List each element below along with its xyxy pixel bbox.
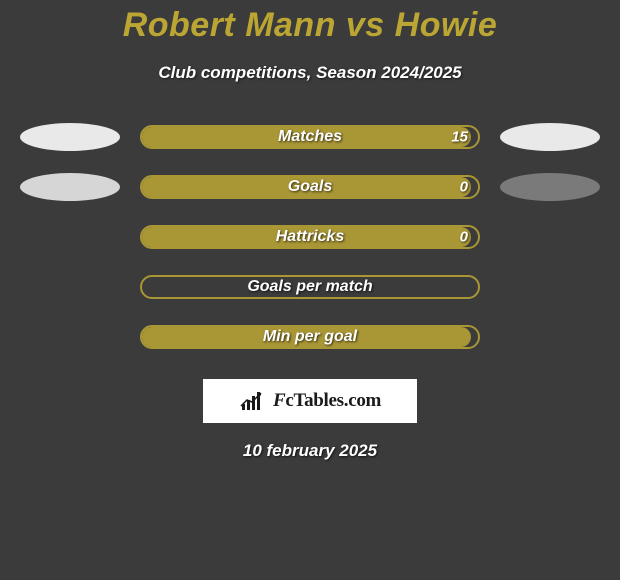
stat-bar: Goals per match xyxy=(140,275,480,299)
stat-row: Min per goal xyxy=(15,323,605,351)
comparison-infographic: Robert Mann vs Howie Club competitions, … xyxy=(0,0,620,580)
stat-row: Goals 0 xyxy=(15,173,605,201)
page-title: Robert Mann vs Howie xyxy=(0,0,620,45)
stat-label: Matches xyxy=(278,128,342,146)
left-marker-ellipse xyxy=(20,173,120,201)
stat-row: Hattricks 0 xyxy=(15,223,605,251)
logo-text-rest: cTables.com xyxy=(285,390,381,411)
stat-label: Goals per match xyxy=(247,278,372,296)
stat-bar: Goals 0 xyxy=(140,175,480,199)
right-marker-ellipse xyxy=(500,123,600,151)
stat-label: Min per goal xyxy=(263,328,357,346)
stat-value: 15 xyxy=(451,129,468,146)
left-marker-ellipse xyxy=(20,123,120,151)
stat-value: 0 xyxy=(460,229,468,246)
right-marker-ellipse xyxy=(500,173,600,201)
stat-bar: Min per goal xyxy=(140,325,480,349)
stat-bar: Matches 15 xyxy=(140,125,480,149)
stat-row: Goals per match xyxy=(15,273,605,301)
barchart-icon xyxy=(239,390,267,412)
logo-text: FcTables.com xyxy=(273,390,381,412)
stat-row: Matches 15 xyxy=(15,123,605,151)
stat-value: 0 xyxy=(460,179,468,196)
stat-label: Goals xyxy=(288,178,332,196)
stat-bar: Hattricks 0 xyxy=(140,225,480,249)
stat-rows: Matches 15 Goals 0 Hattricks 0 xyxy=(0,123,620,351)
logo-box: FcTables.com xyxy=(203,379,417,423)
date-text: 10 february 2025 xyxy=(0,441,620,461)
stat-label: Hattricks xyxy=(276,228,344,246)
subtitle: Club competitions, Season 2024/2025 xyxy=(0,63,620,83)
